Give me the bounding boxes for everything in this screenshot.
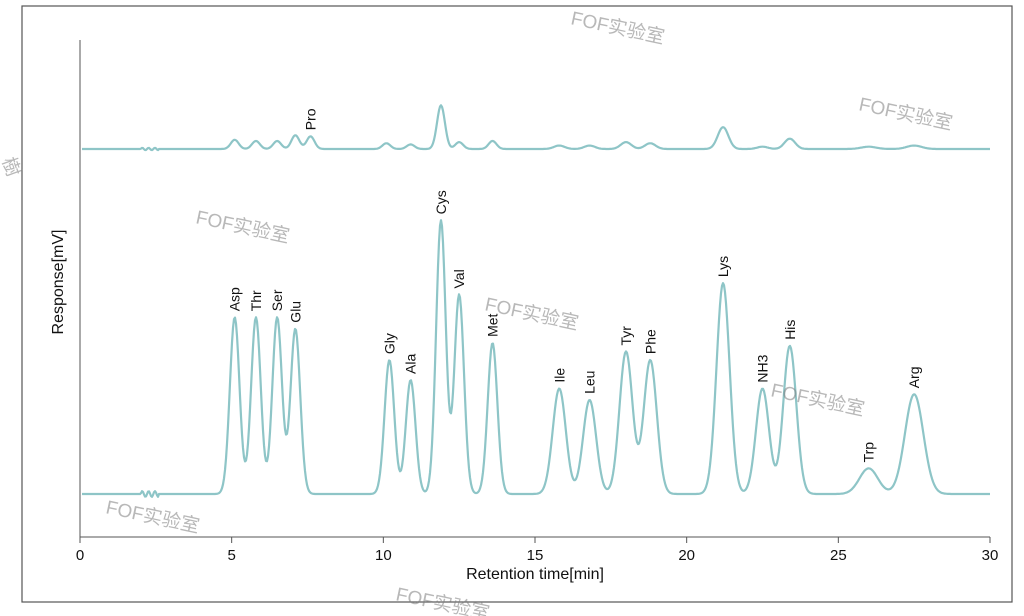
x-tick-label: 30 <box>982 547 999 564</box>
peak-label: Leu <box>582 371 598 394</box>
peak-label: His <box>782 320 798 340</box>
peak-label: Asp <box>227 287 243 311</box>
watermark-text: FOF实验室 <box>857 93 954 134</box>
peak-label: Ser <box>269 289 285 311</box>
x-ticks: 0 5 10 15 20 25 30 <box>76 537 999 564</box>
watermark-text: FOF实验室 <box>769 379 866 420</box>
peak-label: Thr <box>248 290 264 311</box>
peak-label: Lys <box>715 256 731 277</box>
peak-label: Val <box>451 269 467 288</box>
x-axis-title: Retention time[min] <box>466 566 604 583</box>
watermark-text: FOF实验室 <box>394 583 491 616</box>
x-tick-label: 5 <box>227 547 235 564</box>
peak-label: Met <box>485 313 501 336</box>
chart-frame <box>21 5 1013 603</box>
x-tick-label: 15 <box>527 547 544 564</box>
x-tick-label: 20 <box>678 547 695 564</box>
x-tick-label: 10 <box>375 547 392 564</box>
watermarks: FOF实验室 FOF实验室 FOF实验室 FOF实验室 FOF实验室 FOF实验… <box>0 7 954 616</box>
x-tick-label: 0 <box>76 547 84 564</box>
peak-label: Tyr <box>618 326 634 346</box>
lower-trace <box>81 219 991 498</box>
y-axis-title: Response[mV] <box>50 230 67 335</box>
chromatogram-traces <box>81 104 991 498</box>
peak-label: Arg <box>906 367 922 389</box>
peak-label: Ile <box>551 368 567 383</box>
watermark-text: FOF实验室 <box>104 496 201 537</box>
peak-label: Trp <box>861 442 877 463</box>
peak-label: NH3 <box>755 354 771 382</box>
watermark-edge-text: 樹 <box>0 154 24 179</box>
peak-label: Ala <box>403 354 419 374</box>
watermark-text: FOF实验室 <box>194 206 291 247</box>
peak-label: Phe <box>642 329 658 354</box>
watermark-text: FOF实验室 <box>569 7 666 48</box>
upper-trace <box>81 104 991 152</box>
peak-label: Gly <box>381 333 397 354</box>
peak-label: Pro <box>303 108 319 130</box>
peak-label: Cys <box>433 190 449 214</box>
peak-label: Glu <box>287 301 303 323</box>
x-tick-label: 25 <box>830 547 847 564</box>
